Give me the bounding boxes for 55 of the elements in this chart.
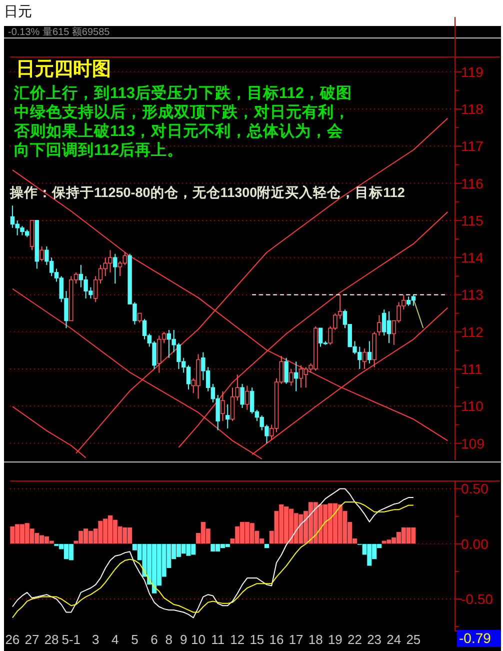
x-tick-label: 26 [5,632,20,647]
x-tick-label: 16 [269,632,284,647]
y-tick-label: 113 [461,286,484,303]
y-tick-label: 111 [461,361,482,377]
y-tick-label: 115 [461,212,484,228]
y-tick-label: 114 [461,250,484,266]
x-tick-label: 23 [367,632,382,647]
x-tick-label: 4 [112,632,119,647]
x-tick-label: 24 [386,632,402,647]
y-tick-label: 112 [461,324,484,340]
y-tick-label: 109 [461,435,485,452]
y-tick-label: 119 [461,64,484,80]
text: -0.13% 量615 额69585 [8,26,110,38]
chart-subtitle: 日元四时图 [16,58,111,80]
x-tick-label: 6 [150,632,158,647]
candlestick [284,357,288,384]
x-tick-label: 8 [165,632,173,647]
y-tick-label: 0.50 [461,480,488,497]
x-tick-label: 19 [328,632,342,647]
y-tick-label: 118 [461,101,484,117]
candlestick [367,340,372,364]
candlestick [377,314,382,336]
x-tick-label: 25 [406,632,421,647]
candlestick [362,348,367,370]
y-tick-label: 117 [461,138,484,154]
x-tick-label: 22 [348,632,362,647]
y-tick-label: 0.00 [461,536,488,552]
x-tick-label: 9 [180,632,188,647]
x-tick-label: 11 [211,632,225,647]
y-tick-label: -0.50 [461,591,494,608]
x-tick-label: 10 [191,632,206,647]
x-tick-label: 12 [230,632,245,647]
candlestick [289,368,294,386]
chart-title: 日元 [4,3,32,19]
x-tick-label: 27 [24,632,40,647]
x-tick-label: 3 [92,632,100,647]
y-tick-label: -0.79 [459,630,492,646]
candlestick [220,390,225,422]
y-tick-label: 116 [461,175,484,192]
candlestick [294,361,298,392]
candlestick [40,246,44,262]
x-tick-label: 5-1 [62,632,81,647]
candlestick [137,312,142,324]
x-tick-label: 15 [250,632,264,647]
x-tick-label: 18 [308,632,323,647]
annotation: 汇价上行，到113后受压力下跌，目标112，破图中绿色支持以后，形成双顶下跌，对日元有利，否则如果上破113，对日元不利，总体认为，会向下回调到112后再上。 [13,84,352,159]
x-tick-label: 5 [131,632,138,647]
candlestick [226,404,230,429]
candlestick [245,385,250,410]
candlestick [113,253,118,284]
x-tick-label: 28 [44,632,59,647]
y-tick-label: 110 [461,398,484,414]
candlestick [240,383,244,408]
annotation: 操作：保持于11250-80的仓，无仓11300附近买入轻仓，目标112 [9,185,405,200]
x-tick-label: 17 [288,632,304,647]
